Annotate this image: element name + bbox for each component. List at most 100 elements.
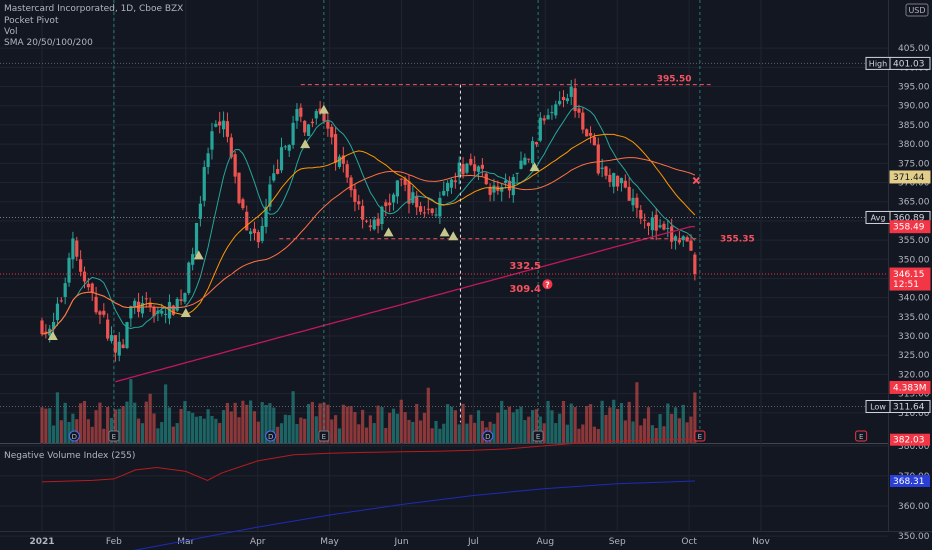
time-axis-label: Oct [681,537,697,547]
volume-bar [361,409,365,443]
event-marker-label: E [536,433,540,441]
candle-body [677,239,681,243]
volume-bar [442,423,446,443]
candle-body [357,201,361,205]
price-tag-value: 358.49 [893,223,925,233]
volume-bar [473,422,477,443]
candle-body [241,199,245,209]
candle-body [666,228,670,230]
volume-bar [689,416,693,443]
volume-bar [291,391,295,443]
volume-bar [538,416,542,443]
currency-badge: USD [905,3,929,17]
candle-body [585,129,589,137]
future-earnings-label: E [859,433,863,441]
candle-body [214,123,218,127]
candle-body [422,212,427,214]
volume-bar [592,426,597,443]
volume-bar [457,424,461,443]
volume-bar [519,406,523,443]
candle-body [600,167,604,169]
price-tick-label: 320.00 [898,370,930,380]
volume-bar [438,428,442,443]
price-tag-box [889,380,931,394]
pocket-pivot-triangle [439,227,450,237]
candle-body [488,186,492,195]
candle-body [175,298,179,311]
candle-body [86,283,90,288]
candle-body [418,206,423,212]
candle-body [457,162,461,178]
pocket-pivot-triangle [383,227,394,237]
event-marker-label: D [485,433,490,441]
candle-body [500,187,504,192]
earnings-marker-box [318,430,330,442]
volume-bar [179,408,183,443]
candle-body [113,335,117,353]
volume-bar [364,427,369,443]
candle-body [550,112,554,114]
candle-body [608,174,612,183]
volume-bar [237,417,241,443]
candle-body [654,214,658,231]
candle-body [206,153,210,168]
volume-bar [330,419,334,443]
price-tick-label: 375.00 [898,159,930,169]
candle-body [612,173,616,187]
volume-bar [241,400,245,443]
question-label: ? [545,281,550,290]
pocket-pivot-triangle [529,162,540,172]
future-earnings-marker: E [855,430,868,442]
volume-bar [133,402,137,443]
price-tag-value: 371.44 [893,173,925,183]
candle-body [538,117,542,141]
volume-bar [546,400,550,443]
event-marker: E [318,430,330,442]
sma-legend: SMA 20/50/100/200 [4,38,93,48]
dividend-marker-circle [68,430,80,442]
candle-body [565,98,569,102]
volume-bar [527,416,531,443]
candle-body [229,137,233,158]
price-tag-value: 360.89 [893,213,925,223]
volume-bar [341,404,345,443]
volume-bar [264,405,268,443]
candle-body [225,121,230,137]
candle-body [592,136,597,146]
candle-body [90,283,94,293]
volume-bar [106,406,110,443]
candle-body [384,202,388,207]
volume-bar [256,421,260,443]
volume-bar [422,412,427,443]
candle-body [631,197,635,206]
candle-body [322,112,326,122]
candle-body [577,108,581,113]
candle-body [558,100,562,105]
candle-body [561,96,566,101]
volume-bar [395,413,399,443]
volume-bar [461,403,465,443]
price-tag: 358.49 [889,220,931,234]
candle-body [221,120,226,130]
time-axis-label: May [320,537,339,547]
candle-body [515,172,519,174]
volume-bar [191,412,195,443]
volume-bar [600,400,604,443]
volume-bar [666,403,670,443]
candle-body [407,181,411,204]
candle-body [461,164,465,175]
event-marker-label: E [112,433,116,441]
candle-body [372,219,376,230]
candle-body [106,319,110,339]
volume-bar [453,410,457,443]
nvi-blue-line [133,480,695,550]
candle-body [237,172,241,204]
candle-body [256,232,260,243]
volume-bar [44,408,48,443]
nvi-tag-box [890,433,930,446]
volume-bar [175,423,179,443]
candle-body [233,154,237,177]
candle-body [380,206,384,224]
volume-bar [650,425,654,443]
volume-bar [276,426,280,443]
